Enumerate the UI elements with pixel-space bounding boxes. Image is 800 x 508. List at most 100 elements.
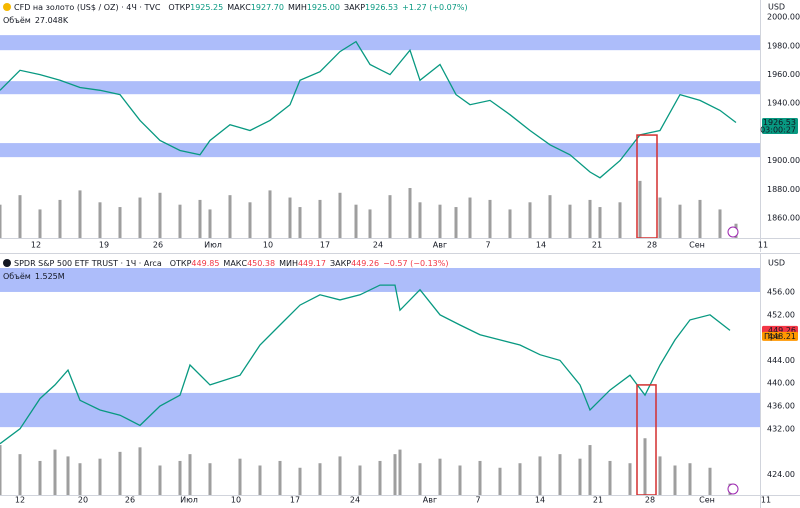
price-tag-label: 1926.53 [763,118,796,127]
volume-bar [378,460,382,495]
volume-bar [278,460,282,495]
volume-bar [258,465,262,495]
x-tick-label: 7 [475,496,480,505]
volume-bar [488,199,492,238]
zone [0,268,760,292]
volume-bar [358,465,362,495]
ohlc-value: 1927.70 [251,3,284,12]
ohlc-value: 449.17 [298,259,326,268]
volume-bar [18,454,22,495]
volume-bar [658,456,662,495]
volume-bar [393,454,397,495]
y-tick-label: 424.00 [767,470,795,479]
replay-icon [727,483,739,495]
y-tick-label: 1960.00 [767,70,800,79]
y-tick-label: 432.00 [767,424,795,433]
volume-bar [398,449,402,495]
x-tick-label: Авг [423,496,437,505]
ohlc-label: МИН [279,259,298,268]
volume-bar [138,197,142,238]
ohlc-label: ОТКР [170,259,192,268]
y-tick-label: 1880.00 [767,185,800,194]
x-tick-label: 17 [320,241,330,250]
y-tick-label: 456.00 [767,287,795,296]
x-tick-label: 28 [647,241,657,250]
ohlc-value: 1925.00 [307,3,340,12]
volume-bar [288,197,292,238]
volume-bar [408,188,412,238]
volume-bar [518,463,522,495]
volume-bar [78,463,82,495]
y-tick-label: 440.00 [767,379,795,388]
volume-total: 1.525M [35,272,65,281]
volume-bar [718,209,722,238]
volume-bar [468,197,472,238]
volume-bar [38,209,42,238]
y-tick-label: 452.00 [767,310,795,319]
volume-bar [673,465,677,495]
volume-bar [228,195,232,238]
volume-bar [598,207,602,238]
symbol-title: CFD на золото (US$ / OZ) · 4Ч · TVC [14,3,161,12]
currency-label: USD [768,259,785,268]
y-tick-label: 1940.00 [767,99,800,108]
ohlc-value: 1925.25 [190,3,223,12]
ohlc-label: МАКС [227,3,251,12]
volume-bar [498,467,502,495]
volume-bar [178,204,182,238]
volume-bar [248,202,252,238]
zone [0,35,760,51]
ohlc-label: ОТКР [168,3,190,12]
zone [0,392,760,428]
x-tick-label: Июл [204,241,222,250]
y-tick-label: 1980.00 [767,41,800,50]
symbol-title: SPDR S&P 500 ETF TRUST · 1Ч · Arca [14,259,162,268]
volume-bar [438,204,442,238]
volume-bar [418,202,422,238]
x-tick-label: 12 [15,496,25,505]
price-line [0,284,731,445]
volume-bar [588,199,592,238]
x-tick-label: 10 [231,496,241,505]
volume-bar [338,192,342,238]
volume-bar [638,180,642,238]
volume-bar [0,204,2,238]
ohlc-value: 1926.53 [365,3,398,12]
volume-bar [198,199,202,238]
x-tick-label: Сен [699,496,715,505]
volume-bar [158,465,162,495]
x-tick-label: Авг [433,241,447,250]
volume-bar [438,458,442,495]
x-tick-label: Июл [180,496,198,505]
x-tick-label: 12 [31,241,41,250]
symbol-icon [3,259,11,267]
ohlc-label: ЗАКР [330,259,351,268]
legend-header: SPDR S&P 500 ETF TRUST · 1Ч · Arca ОТКР44… [14,259,449,268]
volume-bar [678,204,682,238]
volume-bar [628,463,632,495]
volume-bar [208,209,212,238]
volume-bar [578,458,582,495]
volume-bar [508,209,512,238]
volume-bar [478,460,482,495]
replay-icon [727,226,739,238]
volume-bar [698,199,702,238]
x-tick-label: 7 [485,241,490,250]
price-tag-timer: 03:00:27 [760,126,796,135]
volume-bar [66,456,70,495]
price-tag [762,118,798,135]
volume-total: 27.048K [35,16,69,25]
symbol-icon [3,3,11,11]
ohlc-value: 449.85 [191,259,219,268]
volume-bar [568,204,572,238]
x-tick-label: 21 [593,496,603,505]
price-axis [760,254,800,508]
volume-legend: Объём 1.525M [3,272,65,281]
change-value: +1.27 (+0.07%) [402,3,467,12]
volume-bar [458,465,462,495]
volume-bar [588,445,592,495]
volume-bar [418,463,422,495]
volume-label: Объём [3,272,31,281]
volume-bar [454,207,458,238]
y-tick-label: 2000.00 [767,13,800,22]
